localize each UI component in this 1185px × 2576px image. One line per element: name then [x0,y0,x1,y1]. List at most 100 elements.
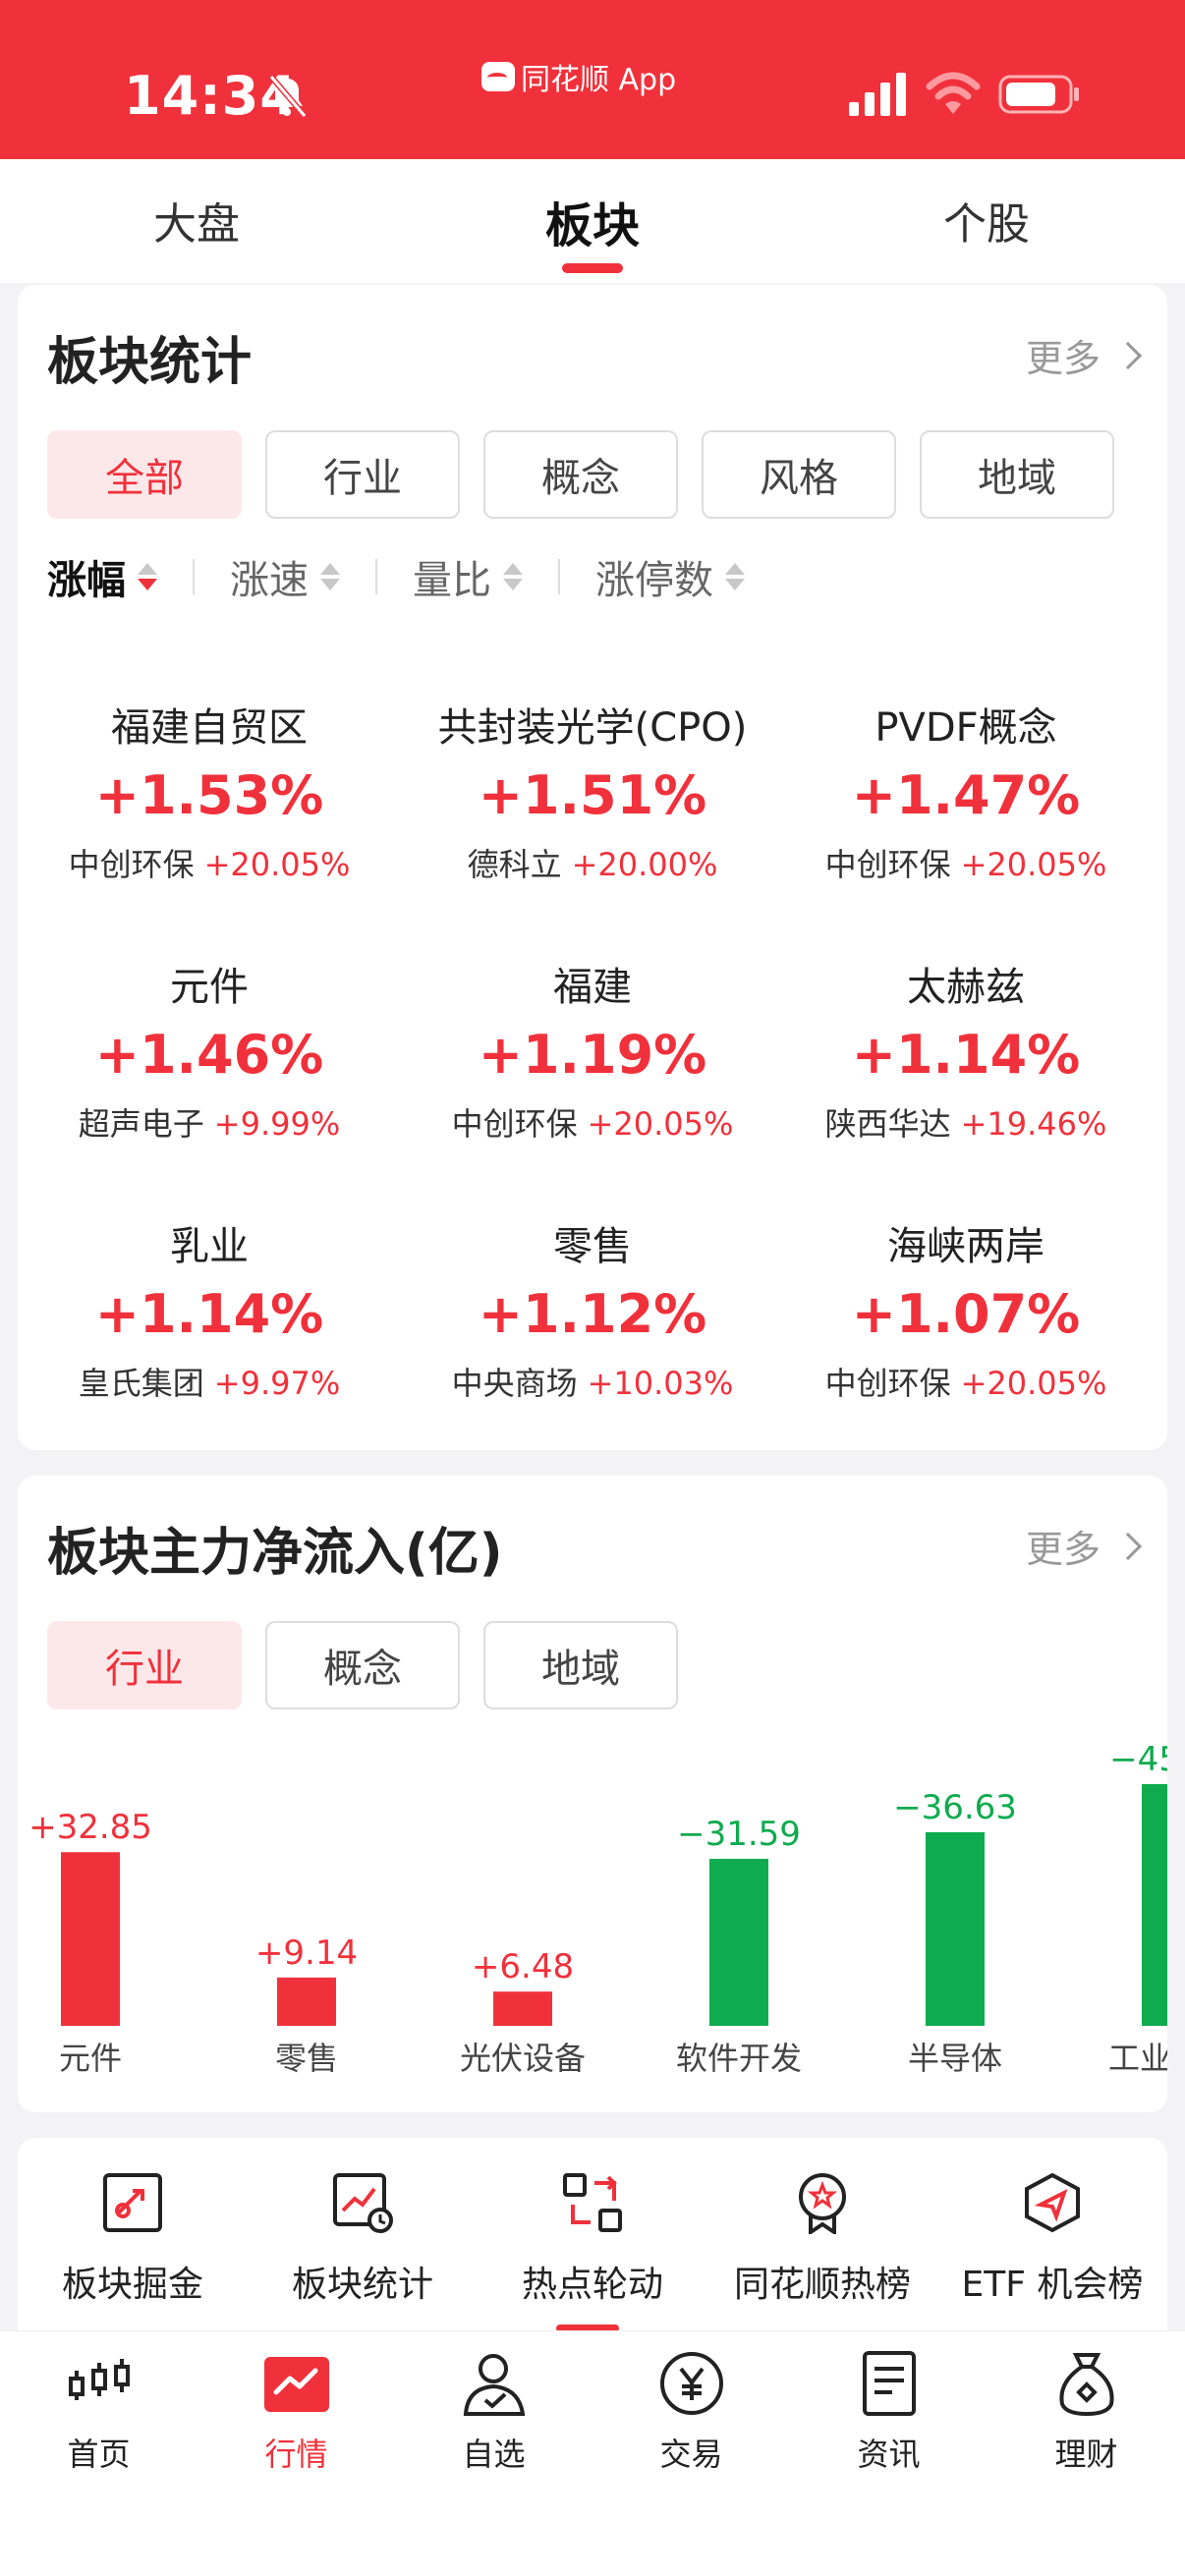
sector-name: 乳业 [170,1224,249,1269]
flow-value-label-2: +6.48 [472,1947,574,1987]
nav-label: 理财 [1054,2436,1118,2473]
sector-lead: 陕西华达 +19.46% [780,1099,1152,1145]
app-logo-icon [481,62,515,91]
flow-value-label-3: −31.59 [677,1815,801,1854]
nav-trade[interactable]: 交易 [592,2349,790,2475]
sector-cell[interactable]: 乳业 +1.14% 皇氏集团 +9.97% [24,1214,395,1404]
sector-cell[interactable]: 太赫兹 +1.14% 陕西华达 +19.46% [780,955,1152,1145]
chevron-right-icon [1113,341,1143,369]
tab-stocks[interactable]: 个股 [943,199,1030,250]
lead-stock: 中创环保 [824,1365,951,1402]
sector-cell[interactable]: 福建自贸区 +1.53% 中创环保 +20.05% [24,696,395,885]
flow-bar-3 [709,1859,768,2026]
flow-category-label-0: 元件 [59,2040,122,2077]
sector-lead: 超声电子 +9.99% [24,1099,395,1145]
chip-all[interactable]: 全部 [47,430,242,519]
sort-volume-ratio[interactable]: 量比 [413,548,523,605]
chip-industry[interactable]: 行业 [47,1621,242,1709]
shortcut-label: 板块统计 [291,2265,433,2305]
candlestick-icon [68,2359,130,2400]
money-bag-icon [1058,2353,1114,2417]
lead-change: +20.05% [587,1105,734,1143]
lead-stock: 中创环保 [68,846,195,883]
sector-stats-icon [333,2173,393,2233]
sector-cell[interactable]: 零售 +1.12% 中央商场 +10.03% [407,1214,778,1404]
nav-watchlist[interactable]: 自选 [395,2349,592,2475]
flow-bar-1 [277,1977,336,2026]
chip-style[interactable]: 风格 [702,430,896,519]
sort-change[interactable]: 涨幅 [47,548,157,605]
nav-label: 行情 [264,2436,328,2473]
status-time: 14:34 [124,65,298,127]
status-bar: 14:34 同花顺 App [0,0,1185,159]
sector-lead: 中创环保 +20.05% [24,840,395,885]
chip-region[interactable]: 地域 [483,1621,678,1709]
shortcut-scroll-indicator [556,2324,619,2332]
chip-concept[interactable]: 概念 [265,1621,460,1709]
lead-change: +20.05% [203,846,351,883]
shortcut-label: 同花顺热榜 [733,2265,911,2305]
flow-bar-2 [493,1991,552,2026]
sector-cell[interactable]: PVDF概念 +1.47% 中创环保 +20.05% [780,696,1152,885]
chip-concept[interactable]: 概念 [483,430,678,519]
sector-stats-title: 板块统计 [47,333,253,392]
app-name-pill: 同花顺 App [481,55,676,98]
chevron-right-icon [1113,1532,1143,1560]
lead-stock: 陕西华达 [824,1105,951,1143]
sector-lead: 中创环保 +20.05% [780,1359,1152,1404]
lead-change: +9.97% [213,1365,341,1402]
lead-stock: 中创环保 [824,846,951,883]
shortcut-hot-list[interactable]: 同花顺热榜 [707,2171,937,2307]
tab-sectors[interactable]: 板块 [544,198,641,253]
sector-name: 零售 [553,1224,632,1269]
sector-change: +1.19% [478,1024,707,1086]
app-name: 同花顺 App [521,63,677,97]
sector-stats-card: 板块统计 更多 全部 行业 概念 风格 地域 涨幅 涨速 量比 涨停数 [18,285,1167,1450]
flow-value-label-5: −45.72 [1109,1740,1167,1779]
sector-stats-more-link[interactable]: 更多 [1026,328,1143,382]
sort-limit-up-count[interactable]: 涨停数 [595,548,745,605]
tab-market-overview[interactable]: 大盘 [153,199,240,250]
sort-limit-up-label: 涨停数 [595,558,713,603]
sort-change-label: 涨幅 [47,558,126,603]
flow-category-label-3: 软件开发 [676,2040,802,2077]
shortcut-sector-gold[interactable]: 板块掘金 [18,2171,248,2307]
sector-cell[interactable]: 福建 +1.19% 中创环保 +20.05% [407,955,778,1145]
flow-value-label-1: +9.14 [255,1933,358,1973]
sector-name: 海峡两岸 [887,1224,1044,1269]
sort-volume-ratio-label: 量比 [413,558,491,603]
nav-home[interactable]: 首页 [0,2349,198,2475]
nav-wealth[interactable]: 理财 [988,2349,1185,2475]
lead-change: +20.05% [960,1365,1107,1402]
lead-change: +9.99% [213,1105,341,1143]
fund-flow-more-link[interactable]: 更多 [1026,1519,1143,1573]
sort-desc-icon [138,563,157,590]
sort-speed[interactable]: 涨速 [230,548,340,605]
sort-speed-label: 涨速 [230,558,309,603]
sector-cell[interactable]: 共封装光学(CPO) +1.51% 德科立 +20.00% [407,696,778,885]
market-chart-icon [263,2357,329,2412]
shortcut-sector-stats[interactable]: 板块统计 [248,2171,478,2307]
nav-news[interactable]: 资讯 [790,2349,988,2475]
nav-market[interactable]: 行情 [198,2349,395,2475]
sector-name: 元件 [170,965,249,1010]
sector-cell[interactable]: 元件 +1.46% 超声电子 +9.99% [24,955,395,1145]
sector-lead: 中创环保 +20.05% [407,1099,778,1145]
sector-cell[interactable]: 海峡两岸 +1.07% 中创环保 +20.05% [780,1214,1152,1404]
divider [375,559,377,594]
watchlist-user-icon [463,2354,525,2416]
shortcut-etf-opportunity[interactable]: ETF 机会榜 [937,2171,1167,2307]
shortcut-label: 板块掘金 [61,2265,203,2305]
lead-change: +20.00% [571,846,718,883]
sector-change: +1.51% [478,764,707,826]
flow-category-label-4: 半导体 [908,2040,1002,2077]
sector-lead: 中创环保 +20.05% [780,840,1152,885]
fund-flow-bar-chart: +32.85 元件 +9.14 零售 +6.48 光伏设备 −31.59 软件开发 −36.63… [18,1623,1185,2085]
fund-flow-chart-svg: +32.85 元件 +9.14 零售 +6.48 光伏设备 −31.59 软件开发 −36.63… [28,1740,1185,2077]
chip-industry[interactable]: 行业 [265,430,460,519]
shortcut-hot-rotation[interactable]: 热点轮动 [478,2171,707,2307]
shortcut-label: ETF 机会榜 [961,2265,1144,2305]
lead-stock: 德科立 [467,846,562,883]
sector-lead: 皇氏集团 +9.97% [24,1359,395,1404]
chip-region[interactable]: 地域 [920,430,1114,519]
